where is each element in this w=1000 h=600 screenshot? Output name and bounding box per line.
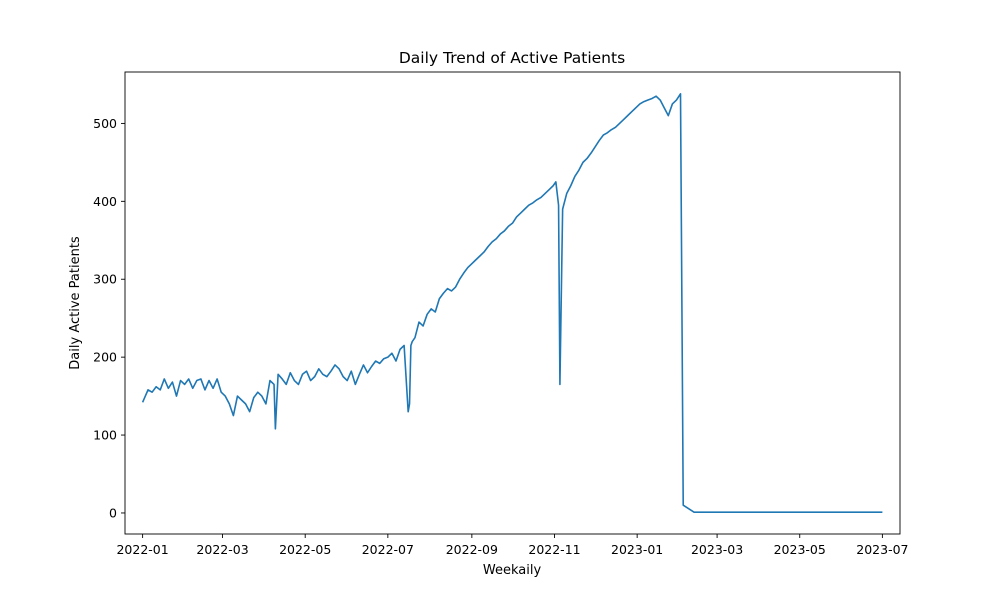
x-tick-label: 2022-07 — [362, 542, 414, 557]
series-line-active-patients — [141, 93, 883, 513]
x-tick-label: 2023-03 — [691, 542, 743, 557]
x-tick-label: 2022-03 — [196, 542, 248, 557]
x-axis-label: Weekaily — [483, 563, 542, 578]
x-tick-label: 2023-01 — [611, 542, 663, 557]
y-tick-label: 0 — [109, 505, 117, 520]
x-tick-label: 2023-07 — [856, 542, 908, 557]
y-axis-ticks: 0 100 200 300 400 500 — [93, 116, 125, 520]
x-tick-label: 2022-05 — [279, 542, 331, 557]
y-tick-label: 500 — [93, 116, 117, 131]
x-tick-label: 2022-11 — [528, 542, 580, 557]
y-tick-label: 300 — [93, 272, 117, 287]
plot-area-frame — [124, 71, 901, 535]
x-tick-label: 2023-05 — [774, 542, 826, 557]
y-tick-label: 200 — [93, 350, 117, 365]
x-tick-label: 2022-09 — [446, 542, 498, 557]
y-axis-label: Daily Active Patients — [68, 236, 83, 370]
chart-title: Daily Trend of Active Patients — [399, 49, 625, 67]
y-tick-label: 400 — [93, 194, 117, 209]
x-axis-ticks: 2022-01 2022-03 2022-05 2022-07 2022-09 2022-… — [116, 534, 909, 557]
y-tick-label: 100 — [93, 428, 117, 443]
x-tick-label: 2022-01 — [116, 542, 168, 557]
